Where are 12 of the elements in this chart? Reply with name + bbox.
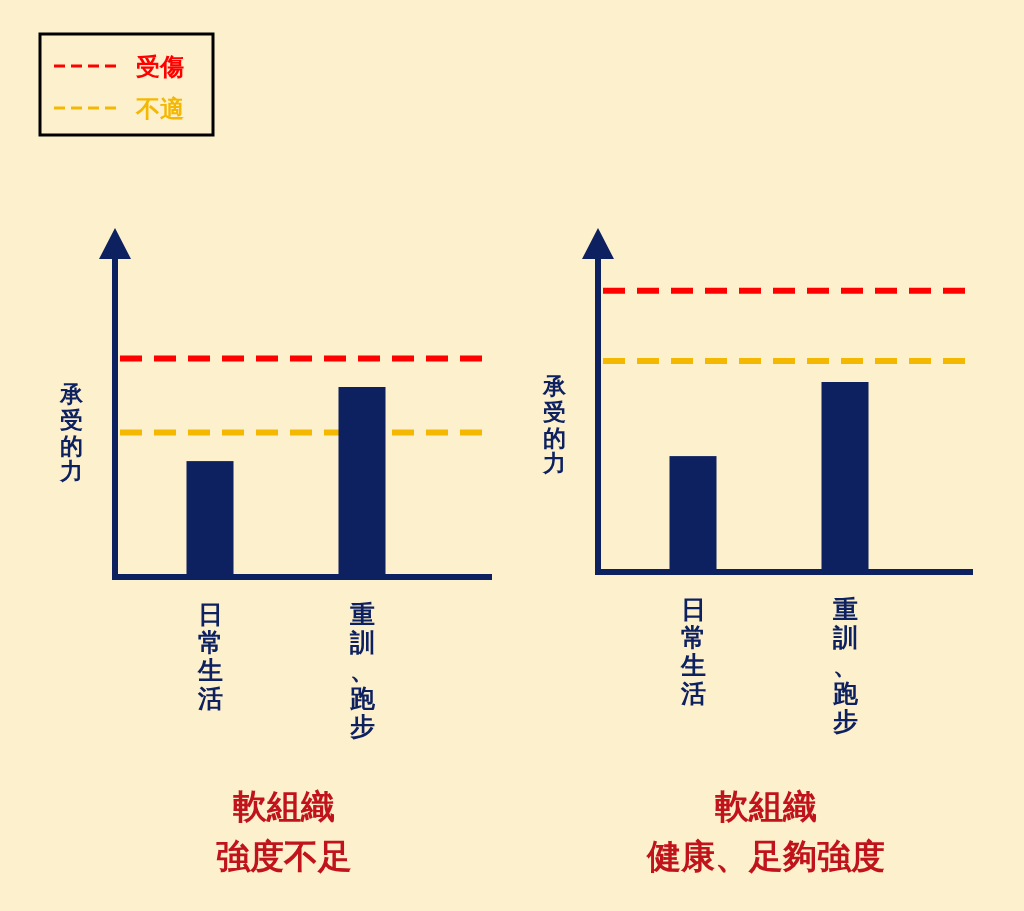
x-tick-label: 日常生活: [679, 595, 706, 708]
legend-label: 不適: [135, 95, 184, 123]
text: 健康、足夠強度: [645, 836, 885, 876]
y-axis-title: 承受的力: [58, 381, 84, 485]
x-tick-label: 重訓、跑步: [348, 600, 376, 741]
y-axis-title: 承受的力: [541, 373, 567, 477]
x-tick-label: 日常生活: [196, 600, 223, 713]
text: 軟組織: [714, 786, 817, 826]
text: 軟組織: [232, 786, 335, 826]
x-tick-label: 重訓、跑步: [831, 595, 859, 736]
text: 強度不足: [215, 836, 352, 876]
legend-label: 受傷: [136, 53, 184, 81]
